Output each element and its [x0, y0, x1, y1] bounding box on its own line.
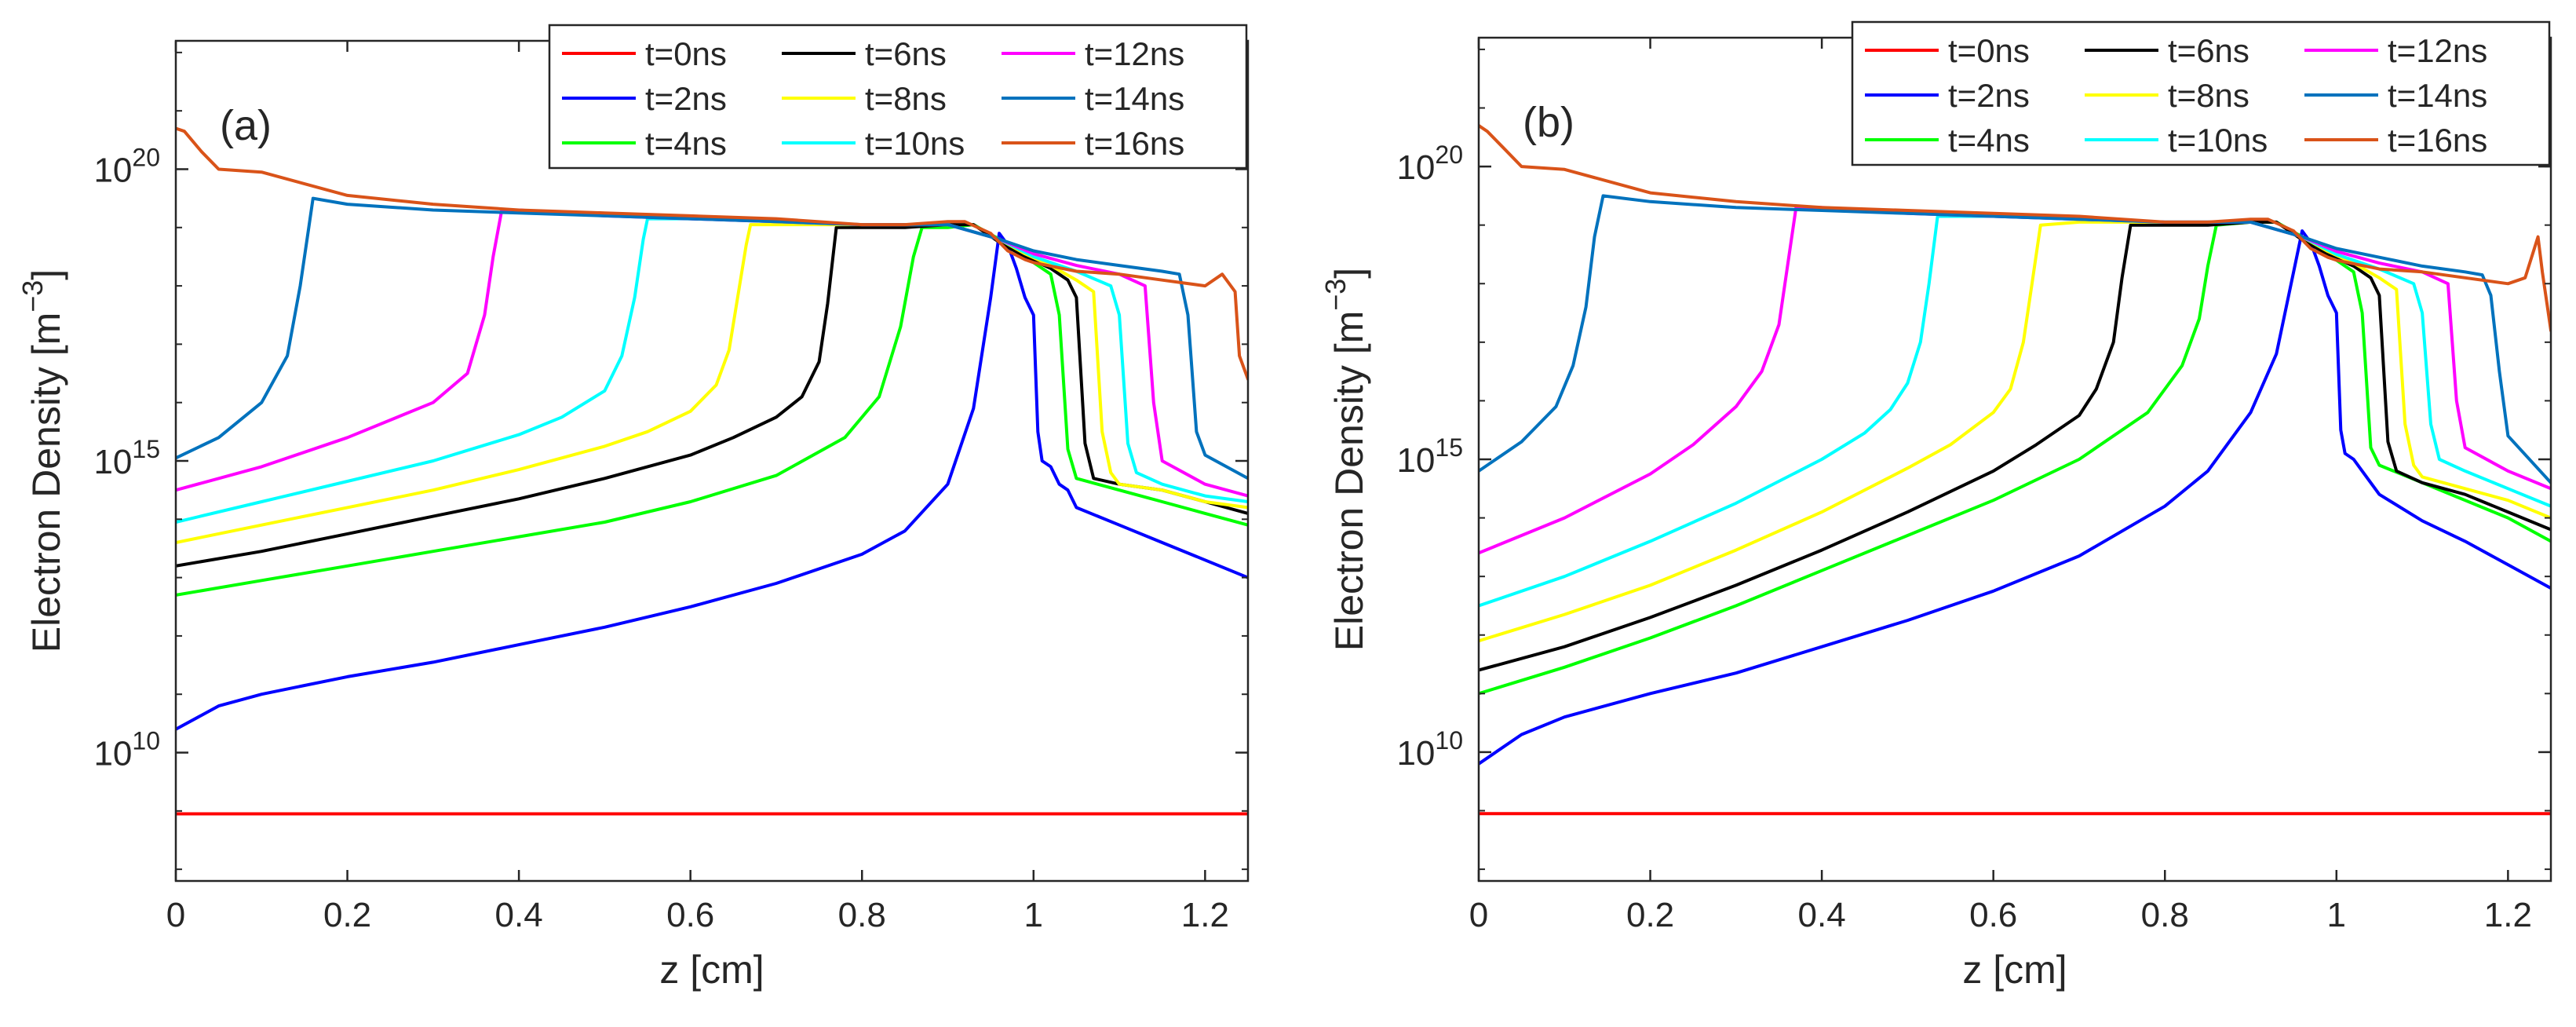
- legend-item: t=8ns: [782, 80, 947, 117]
- y-tick-label: 1020: [1396, 141, 1463, 187]
- legend-label: t=8ns: [2168, 77, 2249, 114]
- series-group: [176, 126, 1248, 816]
- series-line-t-8ns: [176, 223, 1248, 544]
- legend-box: [1851, 20, 2551, 166]
- series-line-t-14ns: [176, 196, 1248, 481]
- legend-item: t=2ns: [562, 80, 727, 117]
- y-tick-label: 1015: [1396, 433, 1463, 480]
- legend-item: t=6ns: [2085, 32, 2249, 69]
- legend: t=0ns t=2ns t=4ns t=6ns t=8ns t=10ns t=12ns t=1…: [548, 24, 1248, 170]
- legend-label: t=12ns: [2388, 32, 2487, 69]
- legend-item: t=12ns: [2304, 32, 2487, 69]
- x-tick-label: 0.4: [495, 896, 543, 934]
- legend-item: t=16ns: [2304, 122, 2487, 159]
- x-tick-label: 0.6: [1969, 896, 2017, 934]
- legend-label: t=6ns: [2168, 32, 2249, 69]
- x-tick-label: 1: [1024, 896, 1043, 934]
- legend-label: t=2ns: [645, 80, 727, 117]
- legend-item: t=8ns: [2085, 77, 2249, 114]
- legend-label: t=4ns: [645, 125, 727, 162]
- y-tick-label: 1010: [1396, 726, 1463, 773]
- series-line-t-16ns: [176, 126, 1248, 381]
- series-line-t-16ns: [1479, 123, 2551, 332]
- x-axis-label: z [cm]: [1962, 948, 2067, 992]
- x-tick-label: 0.2: [323, 896, 371, 934]
- x-tick-label: 0: [166, 896, 185, 934]
- series-line-t-6ns: [1479, 220, 2551, 672]
- x-axis-label: z [cm]: [659, 948, 764, 992]
- legend-item: t=10ns: [2085, 122, 2268, 159]
- y-tick-label: 1015: [93, 435, 160, 481]
- legend-label: t=8ns: [865, 80, 947, 117]
- legend-label: t=14ns: [2388, 77, 2487, 114]
- legend-item: t=0ns: [562, 35, 727, 72]
- x-tick-label: 0.4: [1798, 896, 1846, 934]
- chart-panel-b: 0 0.2 0.4 0.6 0.8 1 1.2 1010 1015 1020 z [cm] Elect…: [1319, 20, 2552, 992]
- x-tick-label: 1.2: [2484, 896, 2532, 934]
- legend-item: t=4ns: [562, 125, 727, 162]
- legend-item: t=14ns: [1002, 80, 1184, 117]
- legend-label: t=14ns: [1085, 80, 1184, 117]
- plot-area: [176, 41, 1248, 881]
- legend-item: t=14ns: [2304, 77, 2487, 114]
- x-tick-label: 0.8: [2141, 896, 2189, 934]
- series-line-t-4ns: [176, 223, 1248, 597]
- legend-label: t=2ns: [1948, 77, 2030, 114]
- legend-label: t=10ns: [865, 125, 965, 162]
- x-tick-label: 1: [2327, 896, 2346, 934]
- legend-item: t=0ns: [1865, 32, 2030, 69]
- legend-label: t=12ns: [1085, 35, 1184, 72]
- x-tick-label: 1.2: [1181, 896, 1229, 934]
- series-group: [1479, 123, 2551, 816]
- chart-panel-a: 0 0.2 0.4 0.6 0.8 1 1.2 1010 1015 1020 z [cm] Elect…: [16, 24, 1250, 992]
- legend-label: t=10ns: [2168, 122, 2268, 159]
- series-line-t-2ns: [176, 232, 1248, 731]
- legend-label: t=4ns: [1948, 122, 2030, 159]
- panel-label: (b): [1523, 99, 1574, 146]
- legend-label: t=16ns: [1085, 125, 1184, 162]
- legend-item: t=2ns: [1865, 77, 2030, 114]
- y-tick-label: 1010: [93, 727, 160, 773]
- legend-box: [548, 24, 1248, 170]
- legend-label: t=0ns: [645, 35, 727, 72]
- y-tick-label: 1020: [93, 143, 160, 189]
- legend: t=0ns t=2ns t=4ns t=6ns t=8ns t=10ns t=12ns t=1…: [1851, 20, 2551, 166]
- series-line-t-2ns: [1479, 229, 2551, 766]
- legend-label: t=16ns: [2388, 122, 2487, 159]
- legend-label: t=6ns: [865, 35, 947, 72]
- panel-label: (a): [220, 102, 272, 149]
- x-tick-label: 0.2: [1626, 896, 1674, 934]
- legend-item: t=6ns: [782, 35, 947, 72]
- series-line-t-6ns: [176, 223, 1248, 568]
- x-tick-label: 0: [1469, 896, 1488, 934]
- x-tick-label: 0.6: [666, 896, 714, 934]
- series-line-t-14ns: [1479, 194, 2551, 484]
- y-axis-label: Electron Density [m−3]: [1319, 268, 1371, 651]
- legend-item: t=10ns: [782, 125, 965, 162]
- legend-item: t=4ns: [1865, 122, 2030, 159]
- legend-item: t=12ns: [1002, 35, 1184, 72]
- legend-label: t=0ns: [1948, 32, 2030, 69]
- legend-item: t=16ns: [1002, 125, 1184, 162]
- x-tick-label: 0.8: [838, 896, 886, 934]
- y-axis-label: Electron Density [m−3]: [16, 269, 68, 652]
